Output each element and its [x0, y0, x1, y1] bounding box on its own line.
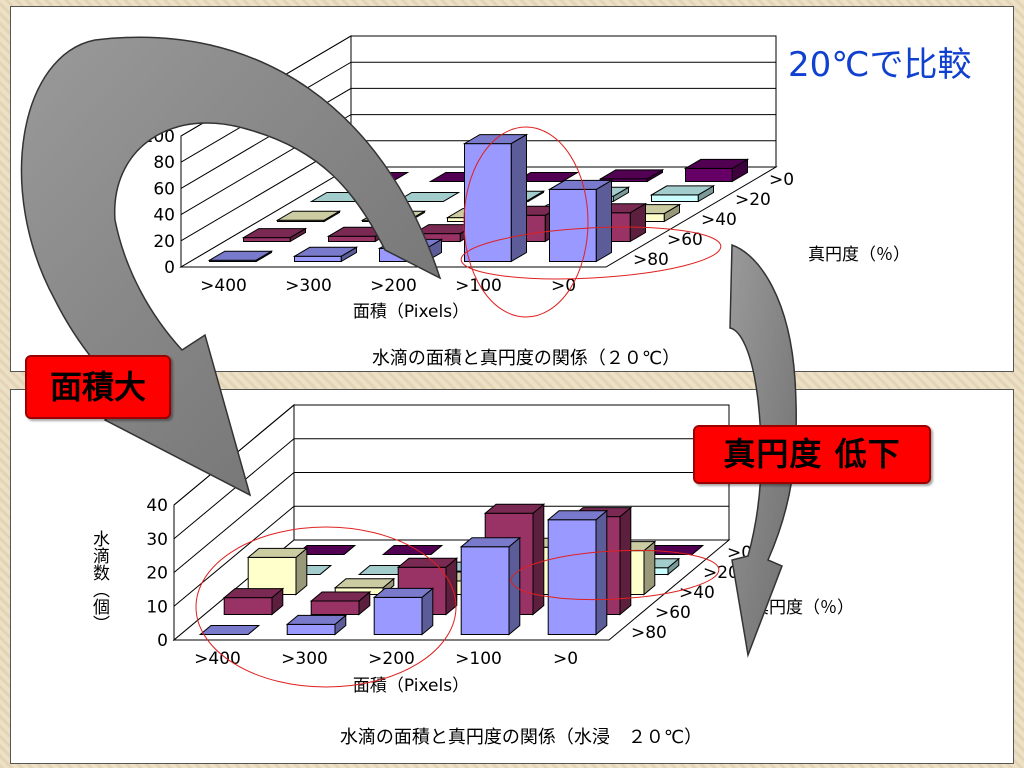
z-tick-label: >60 [667, 230, 703, 250]
bar-front [243, 237, 291, 242]
bar-top [546, 510, 609, 521]
x-axis-label: 面積（Pixels） [353, 302, 469, 322]
highlight-ellipse [510, 549, 720, 601]
bar-front [294, 255, 342, 262]
bar-top [333, 578, 396, 589]
bar [649, 185, 716, 203]
bar-front [547, 519, 597, 635]
bar [377, 238, 444, 263]
bar-front [464, 143, 512, 262]
bar-top [598, 169, 665, 180]
bar [246, 547, 309, 596]
z-axis-label: 真円度（％） [808, 245, 910, 265]
bar-front [328, 235, 376, 242]
bar [642, 545, 705, 555]
z-tick-label: >80 [633, 250, 669, 270]
bar-top [198, 625, 261, 635]
bar-side [595, 179, 612, 263]
bar [381, 545, 444, 555]
bar-front [310, 600, 360, 615]
bar [462, 133, 529, 263]
bar [372, 587, 435, 636]
bar [513, 172, 580, 182]
z-tick-label: >60 [655, 603, 691, 623]
bar-top [285, 614, 348, 625]
y-tick-label: 20 [146, 564, 168, 584]
highlight-ellipse [463, 126, 589, 318]
x-tick-label: >300 [285, 276, 332, 296]
chart-title: 水滴の面積と真円度の関係（２０℃） [372, 348, 680, 369]
z-tick-label: >40 [701, 210, 737, 230]
y-axis-label: 水滴数（個） [76, 193, 97, 295]
bar-top [649, 185, 716, 196]
bar-top [483, 503, 546, 514]
bar-top [309, 591, 372, 602]
chart-title: 水滴の面積と真円度の関係（水浸 ２０℃） [340, 727, 702, 748]
y-tick-label: 0 [157, 631, 168, 651]
bar [309, 590, 372, 616]
y-tick-label: 0 [164, 258, 175, 278]
bar-top [547, 179, 614, 190]
bar-front [379, 247, 427, 262]
y-tick-label: 100 [143, 127, 175, 147]
bar-front [373, 596, 423, 635]
gridline [173, 505, 729, 607]
y-tick-label: 60 [153, 179, 175, 199]
bar [459, 536, 522, 636]
bar-side [595, 509, 608, 636]
z-axis-label: 真円度（％） [752, 598, 854, 618]
x-tick-label: >100 [455, 276, 502, 296]
bar-top [396, 557, 459, 568]
y-tick-label: 10 [146, 597, 168, 617]
bar-front [651, 194, 699, 202]
bar-side [532, 503, 545, 616]
bar-front [685, 167, 733, 182]
z-tick-label: >20 [735, 190, 771, 210]
z-tick-label: >0 [727, 543, 752, 563]
y-tick-label: 40 [146, 496, 168, 516]
bar [546, 509, 609, 636]
bar [285, 614, 348, 636]
x-tick-label: >400 [200, 276, 247, 296]
y-tick-label: 30 [146, 530, 168, 550]
x-tick-label: >0 [551, 276, 576, 296]
bar-front [223, 597, 273, 615]
z-tick-label: >80 [631, 623, 667, 643]
back-wall [350, 35, 777, 168]
bar-front [549, 188, 597, 262]
bar-top [372, 587, 435, 598]
bar [222, 587, 285, 616]
y-tick-label: 80 [153, 153, 175, 173]
x-tick-label: >400 [194, 649, 241, 669]
bar-front [460, 546, 510, 635]
bar-side [510, 133, 527, 263]
bar [547, 179, 614, 263]
callout-area-large: 面積大 [25, 355, 171, 419]
callout-roundness-down: 真円度 低下 [693, 425, 931, 484]
x-tick-label: >100 [455, 649, 502, 669]
x-tick-label: >300 [281, 649, 328, 669]
highlight-ellipse [195, 526, 457, 688]
x-axis-label: 面積（Pixels） [353, 676, 469, 696]
bar-top [683, 158, 750, 169]
bar [683, 158, 750, 183]
x-tick-label: >0 [553, 649, 578, 669]
bar-top [381, 545, 444, 555]
compare-label: 20℃で比較 [788, 45, 972, 85]
y-tick-label: 20 [153, 232, 175, 252]
highlight-ellipse [460, 226, 722, 280]
bar-top [459, 537, 522, 548]
bar-top [222, 588, 285, 599]
z-tick-label: >0 [769, 170, 794, 190]
bar-top [246, 547, 309, 558]
y-tick-label: 40 [153, 206, 175, 226]
x-tick-label: >200 [368, 649, 415, 669]
x-tick-label: >200 [370, 276, 417, 296]
z-tick-label: >20 [703, 563, 739, 583]
y-axis-label: 水滴数（個） [89, 530, 110, 632]
bar [598, 169, 665, 183]
bar-front [286, 623, 336, 635]
bar [198, 625, 261, 635]
